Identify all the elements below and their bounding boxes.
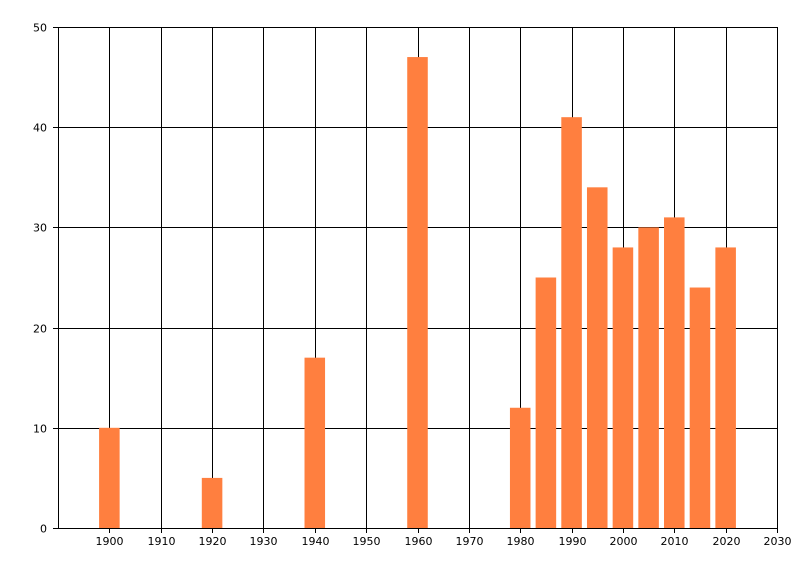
bar-2015 <box>689 287 711 528</box>
x-tick-label-1940: 1940 <box>302 535 330 548</box>
y-tick-label-0: 0 <box>40 523 47 536</box>
bar-1995 <box>586 187 608 528</box>
y-tick-label-10: 10 <box>33 423 47 436</box>
x-tick-label-1900: 1900 <box>96 535 124 548</box>
x-tick-label-1970: 1970 <box>456 535 484 548</box>
x-tick-label-1960: 1960 <box>405 535 433 548</box>
x-axis-ticks: 1900 1910 1920 1930 1940 1950 1960 1970 1980 1990… <box>96 528 792 548</box>
bars <box>99 57 736 529</box>
x-tick-label-2000: 2000 <box>610 535 638 548</box>
bar-1980 <box>509 407 531 528</box>
bar-1940 <box>304 357 326 528</box>
bar-1990 <box>561 117 582 529</box>
bar-2020 <box>715 247 736 528</box>
x-tick-label-2020: 2020 <box>713 535 741 548</box>
x-tick-label-1990: 1990 <box>559 535 587 548</box>
y-axis-ticks: 0 10 20 30 40 50 <box>33 22 58 536</box>
x-tick-label-1920: 1920 <box>199 535 227 548</box>
bar-1900 <box>99 427 120 528</box>
bar-2010 <box>664 217 685 528</box>
x-tick-label-1930: 1930 <box>250 535 278 548</box>
bar-1960 <box>407 57 428 529</box>
y-tick-label-20: 20 <box>33 323 47 336</box>
y-tick-label-50: 50 <box>33 22 47 35</box>
x-tick-label-2010: 2010 <box>661 535 689 548</box>
y-tick-label-40: 40 <box>33 122 47 135</box>
x-tick-label-1910: 1910 <box>148 535 176 548</box>
bar-2000 <box>612 247 634 528</box>
bar-1920 <box>201 477 223 528</box>
x-tick-label-1950: 1950 <box>353 535 381 548</box>
y-tick-label-30: 30 <box>33 222 47 235</box>
axes <box>58 27 777 529</box>
bar-2005 <box>638 227 659 528</box>
x-tick-label-1980: 1980 <box>507 535 535 548</box>
x-tick-label-2030: 2030 <box>764 535 792 548</box>
bar-1985 <box>535 277 557 528</box>
